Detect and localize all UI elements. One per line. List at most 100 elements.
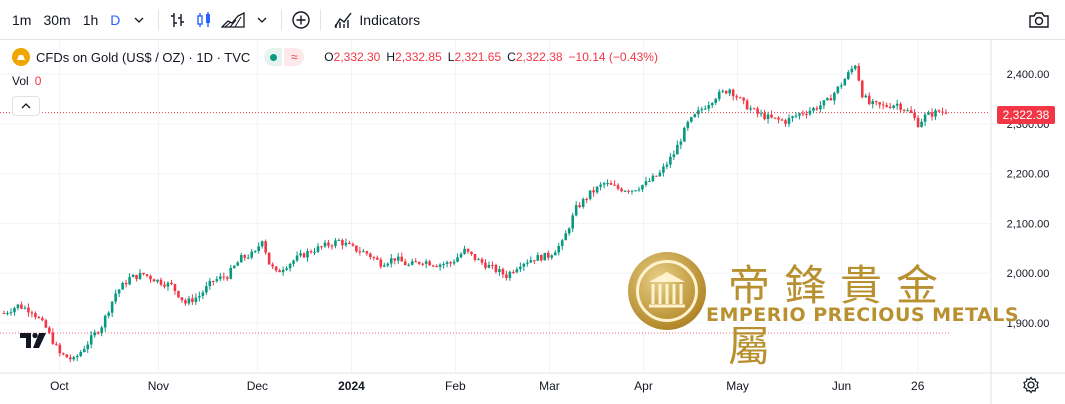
candle-body — [557, 245, 561, 253]
candle-body — [658, 172, 662, 177]
ohlc-change-value: −10.14 (−0.43%) — [568, 50, 658, 64]
candle-body — [86, 344, 90, 350]
candle-body — [906, 110, 909, 112]
toolbar-divider — [158, 8, 160, 31]
area-chart-type-icon[interactable] — [217, 6, 249, 34]
candle-body — [770, 114, 773, 118]
chart-settings-gear-icon[interactable] — [1022, 376, 1040, 394]
time-tick-label: 2024 — [338, 379, 365, 393]
collapse-legend-button[interactable] — [12, 96, 40, 116]
candle-body — [902, 109, 906, 111]
candle-body — [595, 186, 599, 193]
volume-legend: Vol 0 — [12, 74, 41, 88]
candle-body — [801, 113, 805, 115]
candle-body — [588, 190, 592, 200]
candle-body — [379, 259, 383, 267]
candle-body — [355, 245, 358, 252]
candle-body — [819, 105, 822, 110]
candle-body — [194, 297, 198, 302]
candle-body — [212, 280, 215, 282]
candle-body — [787, 117, 791, 124]
candle-body — [784, 120, 787, 124]
candle-body — [609, 183, 613, 185]
candle-body — [410, 261, 414, 265]
candle-body — [414, 261, 417, 263]
interval-dropdown-chevron-icon[interactable] — [126, 6, 152, 34]
interval-1m[interactable]: 1m — [12, 11, 32, 28]
price-tick-label: 2,000.00 — [1007, 268, 1050, 280]
candle-body — [686, 121, 690, 128]
candle-body — [941, 111, 944, 113]
symbol-title[interactable]: CFDs on Gold (US$ / OZ) · 1D · TVC — [36, 49, 251, 65]
candle-body — [299, 253, 302, 256]
candle-body — [334, 240, 337, 246]
indicators-button[interactable]: Indicators — [327, 11, 426, 29]
watermark-chinese-text: 帝鋒貴金屬 — [728, 261, 953, 371]
symbol-legend: CFDs on Gold (US$ / OZ) · 1D · TVC ≈ O2,… — [12, 48, 658, 66]
candle-body — [173, 284, 177, 291]
candle-body — [871, 101, 875, 105]
ohlc-low-label: L — [447, 50, 455, 64]
watermark-english-text: EMPERIO PRECIOUS METALS — [706, 304, 1020, 326]
time-tick-label: 26 — [911, 379, 925, 393]
interval-1h[interactable]: 1h — [82, 11, 99, 28]
candle-body — [613, 184, 616, 186]
candle-body — [585, 198, 588, 200]
candle-body — [536, 255, 540, 261]
candle-body — [885, 105, 888, 107]
candle-body — [271, 264, 274, 267]
candle-body — [665, 164, 669, 167]
candle-body — [323, 242, 327, 247]
candle-body — [309, 251, 313, 253]
bar-chart-type-icon[interactable] — [165, 6, 191, 34]
interval-30m[interactable]: 30m — [43, 11, 71, 28]
candle-body — [693, 114, 697, 118]
price-chart[interactable]: 1,900.002,000.002,100.002,200.002,300.00… — [0, 40, 1065, 404]
candle-body — [780, 119, 784, 121]
candle-body — [278, 270, 281, 273]
candle-body — [644, 181, 648, 185]
camera-snapshot-icon[interactable] — [1027, 9, 1051, 31]
market-status-pill[interactable]: ≈ — [264, 48, 305, 66]
price-tick-label: 1,900.00 — [1007, 318, 1050, 330]
candles-chart-type-icon[interactable] — [191, 6, 217, 34]
candle-body — [264, 241, 267, 253]
candle-body — [152, 279, 156, 282]
candle-body — [163, 284, 166, 287]
candle-body — [274, 266, 278, 271]
candle-body — [456, 257, 459, 262]
candle-body — [630, 190, 634, 192]
candle-body — [386, 263, 390, 266]
candle-body — [376, 257, 379, 260]
volume-label: Vol — [12, 74, 29, 88]
delayed-data-icon: ≈ — [284, 48, 305, 66]
interval-1d[interactable]: D — [110, 11, 121, 28]
candle-body — [822, 100, 826, 106]
candle-body — [690, 117, 693, 122]
tradingview-logo-icon[interactable] — [18, 328, 50, 352]
time-tick-label: Mar — [539, 379, 560, 393]
candle-body — [567, 228, 571, 234]
candle-body — [508, 271, 512, 278]
candle-body — [417, 261, 421, 264]
candle-body — [37, 317, 41, 319]
candle-body — [177, 290, 180, 298]
candle-body — [396, 256, 400, 261]
candle-body — [581, 198, 585, 207]
candle-body — [721, 90, 725, 92]
candle-body — [794, 115, 798, 117]
last-price-badge: 2,322.38 — [997, 106, 1055, 124]
candle-body — [696, 110, 700, 115]
candle-body — [288, 263, 292, 269]
compare-add-symbol-icon[interactable] — [288, 6, 314, 34]
chart-type-chevron-icon[interactable] — [249, 6, 275, 34]
candle-body — [539, 255, 543, 261]
price-tick-label: 2,100.00 — [1007, 218, 1050, 230]
price-tick-label: 2,200.00 — [1007, 169, 1050, 181]
candle-body — [442, 264, 445, 266]
candle-body — [103, 315, 107, 328]
gold-symbol-icon — [12, 48, 30, 66]
candle-body — [16, 304, 20, 309]
candle-body — [836, 86, 840, 93]
candle-body — [522, 263, 526, 267]
